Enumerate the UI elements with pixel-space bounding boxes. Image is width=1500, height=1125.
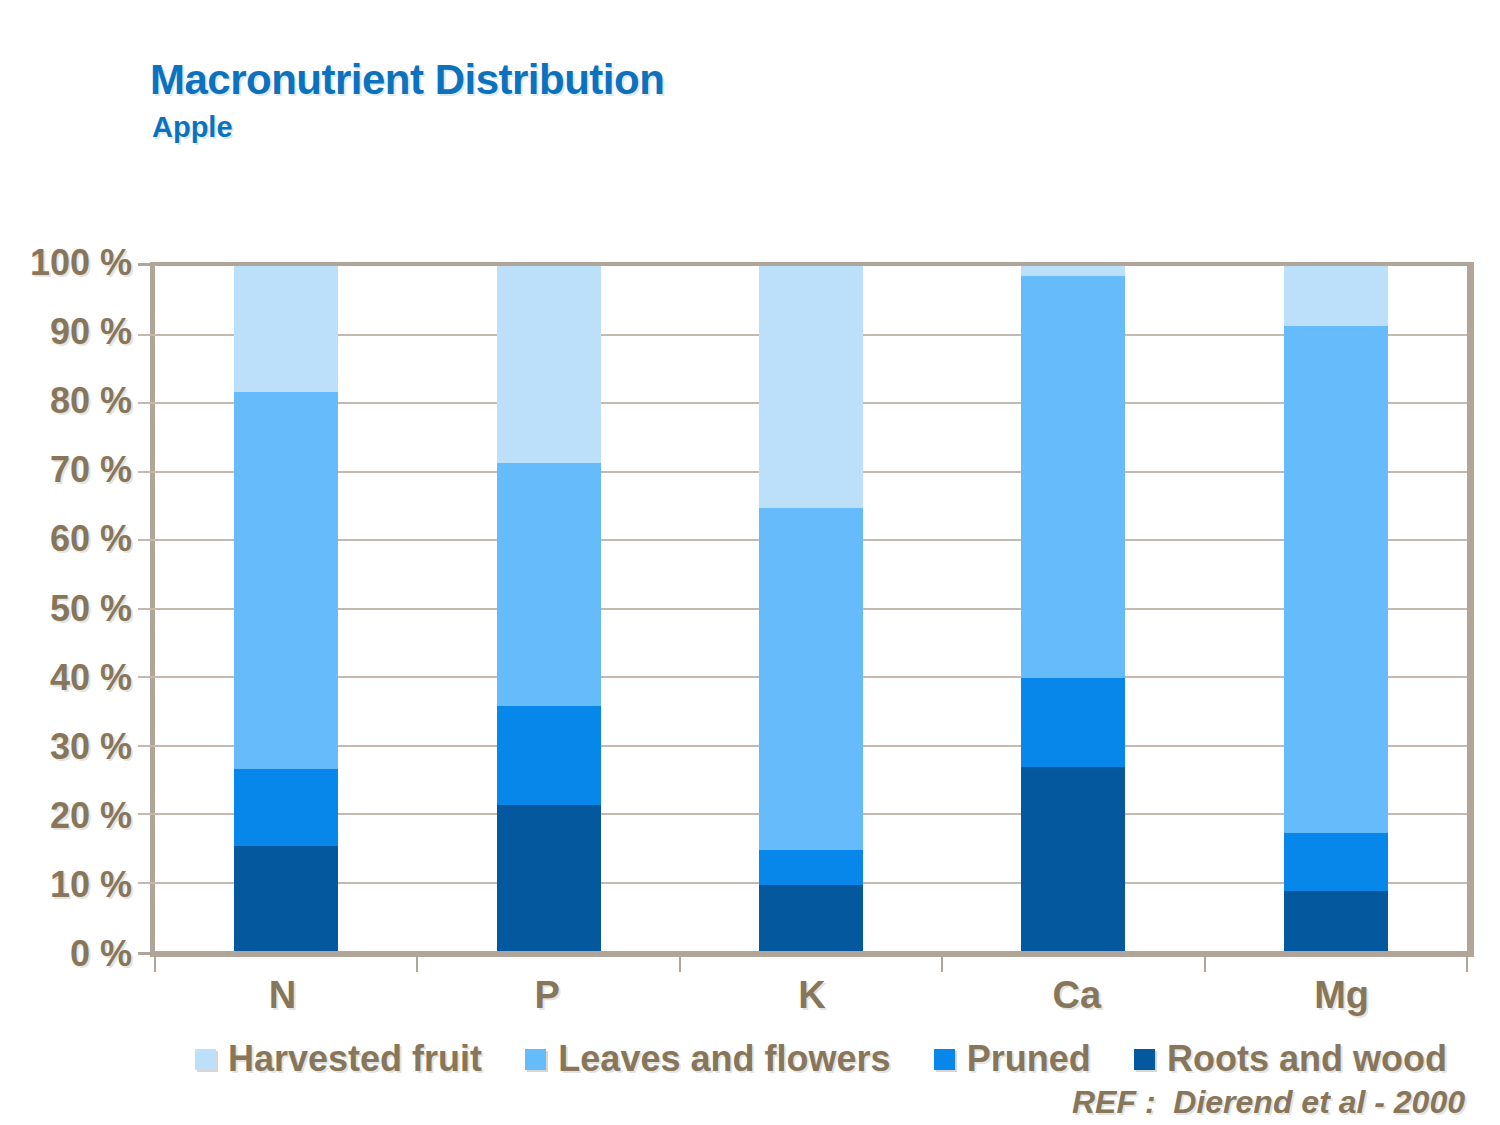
bar-segment [759,885,863,951]
legend-label: Pruned [967,1038,1091,1080]
bar-segment [759,508,863,851]
legend-label: Leaves and flowers [558,1038,890,1080]
x-axis-tick-mark [416,957,418,972]
x-axis-tick-mark [1466,957,1468,972]
x-axis-tick-mark [941,957,943,972]
x-axis-category-label: K [680,974,945,1017]
x-axis-category-label: N [150,974,415,1017]
page-subtitle: Apple [152,112,233,142]
y-axis-tick-label: 40 % [50,657,132,699]
bar-segment [1284,266,1388,326]
stacked-bar-k [759,266,863,951]
y-axis-tick-label: 70 % [50,449,132,491]
slide: Macronutrient Distribution Apple 100 % 90… [0,0,1500,1125]
bar-segment [1284,891,1388,951]
legend-label: Roots and wood [1167,1038,1447,1080]
legend-item: Harvested fruit [195,1038,482,1080]
y-axis-tick-mark [138,952,155,955]
stacked-bar-mg [1284,266,1388,951]
bar-segment [759,850,863,884]
category-cell-k [680,266,942,951]
legend-item: Leaves and flowers [525,1038,890,1080]
category-cell-p [417,266,679,951]
bar-segment [1021,266,1125,276]
bar-segment [234,266,338,392]
stacked-bar-ca [1021,266,1125,951]
legend-swatch-icon [195,1049,216,1070]
x-axis-category-label: Ca [944,974,1209,1017]
bar-segment [234,769,338,846]
x-axis-category-label: P [415,974,680,1017]
y-axis-tick-label: 90 % [50,311,132,353]
plot-area [150,262,1474,957]
bar-segment [234,392,338,769]
bar-segment [497,266,601,463]
category-cell-n [155,266,417,951]
legend-swatch-icon [1134,1049,1155,1070]
y-axis-labels: 100 %90 %80 %70 %60 %50 %40 %30 %20 %10 … [0,263,132,954]
bar-segment [1021,767,1125,951]
legend-swatch-icon [525,1049,546,1070]
y-axis-tick-mark [138,263,155,266]
y-axis-tick-label: 10 % [50,864,132,906]
reference-text: REF : Dierend et al - 2000 [1072,1084,1465,1121]
y-axis-tick-label: 20 % [50,795,132,837]
category-cell-ca [942,266,1204,951]
legend-item: Roots and wood [1134,1038,1447,1080]
x-axis-tick-mark [154,957,156,972]
y-axis-tick-label: 50 % [50,588,132,630]
bar-segment [497,805,601,951]
y-axis-tick-label: 100 % [30,242,132,284]
legend-swatch-icon [934,1049,955,1070]
bar-segment [1284,833,1388,892]
x-axis-tick-mark [1204,957,1206,972]
x-axis-tick-mark [679,957,681,972]
bar-segment [1021,678,1125,767]
y-axis-tick-label: 0 % [70,933,132,975]
bar-segment [497,706,601,805]
legend-item: Pruned [934,1038,1091,1080]
x-axis-labels: NPKCaMg [150,974,1474,1017]
stacked-bar-p [497,266,601,951]
y-axis-tick-label: 60 % [50,518,132,560]
legend-label: Harvested fruit [228,1038,482,1080]
stacked-bar-n [234,266,338,951]
category-cell-mg [1205,266,1467,951]
bar-segment [1021,276,1125,678]
bar-segment [234,846,338,951]
bar-segment [1284,326,1388,832]
chart-legend: Harvested fruit Leaves and flowers Pruned R… [195,1038,1447,1080]
x-axis-category-label: Mg [1209,974,1474,1017]
bar-segment [497,463,601,707]
bars-row [155,266,1467,951]
y-axis-tick-label: 80 % [50,380,132,422]
y-axis-tick-label: 30 % [50,726,132,768]
page-title: Macronutrient Distribution [150,58,664,102]
bar-segment [759,266,863,508]
